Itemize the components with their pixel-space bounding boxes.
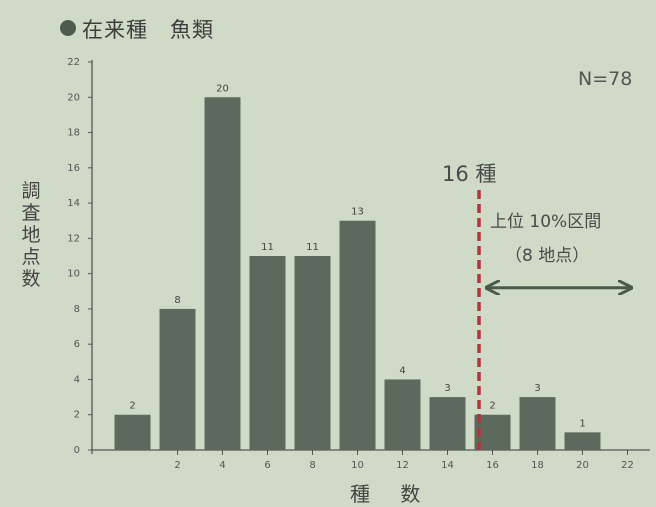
x-tick-label: 2 [174,460,180,471]
y-tick-label: 8 [74,304,80,315]
legend-marker [60,20,76,36]
y-tick-label: 6 [74,339,80,350]
x-tick-label: 16 [486,460,499,471]
histogram-bar [159,308,196,450]
bar-value-label: 2 [489,401,495,412]
y-tick-label: 16 [67,163,80,174]
y-tick-label: 20 [67,92,80,103]
bar-value-label: 20 [216,83,229,94]
histogram-bar [564,432,601,450]
bar-value-label: 3 [534,383,540,394]
histogram-bar [384,379,421,450]
bar-value-label: 8 [174,295,180,306]
bar-value-label: 1 [579,418,585,429]
histogram-bar [249,256,286,450]
reference-line-label: 16 種 [442,162,497,186]
y-tick-label: 4 [74,374,80,385]
bar-value-label: 3 [444,383,450,394]
bar-value-label: 2 [129,401,135,412]
x-tick-label: 6 [264,460,270,471]
top-interval-label: 上位 10%区間 [490,212,602,232]
bar-value-label: 11 [306,242,319,253]
histogram-bar [339,220,376,450]
bar-value-label: 13 [351,207,364,218]
x-tick-label: 22 [621,460,634,471]
x-tick-label: 18 [531,460,544,471]
histogram-bar [294,256,331,450]
y-tick-label: 22 [67,57,80,68]
x-tick-label: 4 [219,460,225,471]
bar-value-label: 11 [261,242,274,253]
y-tick-label: 14 [67,198,80,209]
histogram-bar [429,397,466,450]
y-tick-label: 2 [74,410,80,421]
y-tick-label: 12 [67,233,80,244]
y-axis-label: 調査地点数 [21,180,41,290]
x-tick-label: 20 [576,460,589,471]
histogram-bar [204,97,241,450]
y-tick-label: 10 [67,269,80,280]
top-interval-sublabel: （8 地点） [505,246,590,266]
legend-label: 在来種 魚類 [82,18,214,42]
x-tick-label: 10 [351,460,364,471]
x-tick-label: 12 [396,460,409,471]
x-tick-label: 14 [441,460,454,471]
sample-size-label: N=78 [578,68,633,90]
y-tick-label: 0 [74,445,80,456]
histogram-bar [114,414,151,450]
histogram-bar [519,397,556,450]
bar-value-label: 4 [399,365,405,376]
x-tick-label: 8 [309,460,315,471]
y-tick-label: 18 [67,128,80,139]
